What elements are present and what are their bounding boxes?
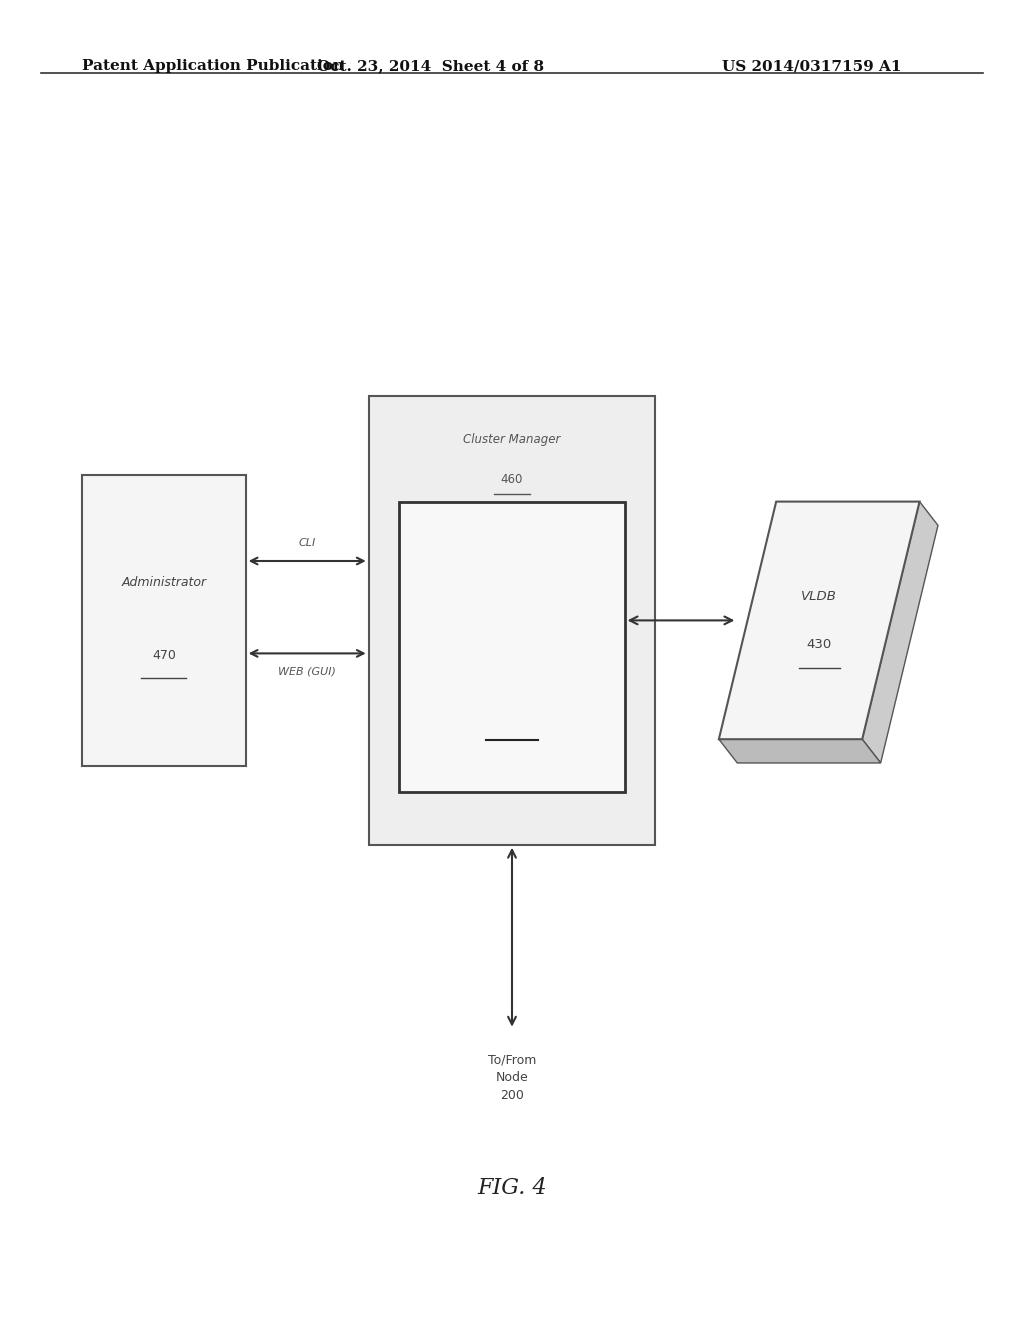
Text: 470: 470: [152, 648, 176, 661]
Text: 500: 500: [498, 704, 526, 718]
Text: Migration
System: Migration System: [474, 578, 550, 611]
Text: Oct. 23, 2014  Sheet 4 of 8: Oct. 23, 2014 Sheet 4 of 8: [316, 59, 544, 74]
Text: Administrator: Administrator: [121, 576, 207, 589]
Text: Cluster Manager: Cluster Manager: [463, 433, 561, 446]
Text: Patent Application Publication: Patent Application Publication: [82, 59, 344, 74]
Text: 430: 430: [807, 638, 831, 651]
Text: WEB (GUI): WEB (GUI): [279, 667, 336, 677]
Polygon shape: [719, 739, 881, 763]
Text: US 2014/0317159 A1: US 2014/0317159 A1: [722, 59, 901, 74]
Polygon shape: [862, 502, 938, 763]
Text: VLDB: VLDB: [801, 590, 838, 603]
Text: FIG. 4: FIG. 4: [477, 1177, 547, 1199]
FancyBboxPatch shape: [399, 502, 625, 792]
FancyBboxPatch shape: [82, 475, 246, 766]
Polygon shape: [719, 502, 920, 739]
Text: 460: 460: [501, 473, 523, 486]
Text: CLI: CLI: [299, 537, 315, 548]
FancyBboxPatch shape: [369, 396, 655, 845]
Text: To/From
Node
200: To/From Node 200: [487, 1053, 537, 1102]
